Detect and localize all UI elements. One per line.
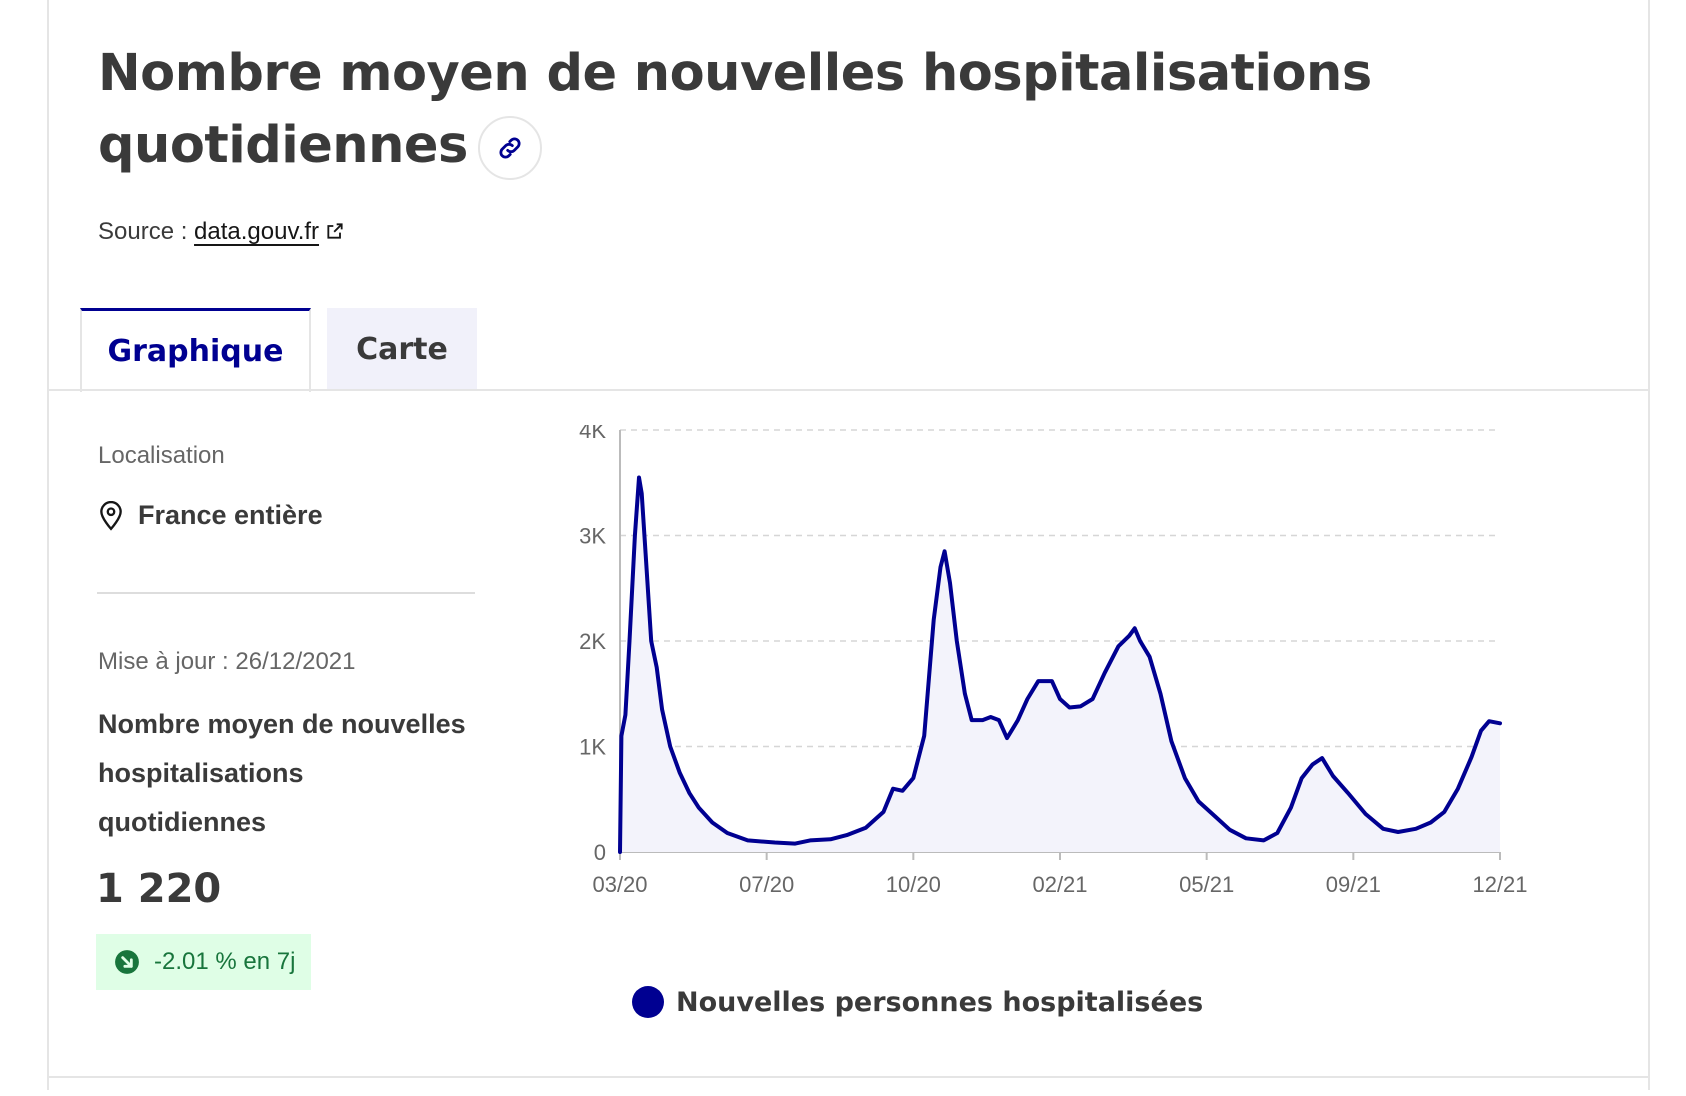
tab-carte-label: Carte (356, 331, 448, 367)
x-tick-label: 07/20 (739, 872, 794, 897)
chart-legend: Nouvelles personnes hospitalisées (632, 986, 1203, 1018)
source-link[interactable]: data.gouv.fr (194, 218, 345, 245)
tabs-divider (47, 389, 1650, 391)
copy-link-button[interactable] (478, 116, 542, 180)
kpi-value: 1 220 (96, 866, 222, 912)
source-line: Source : data.gouv.fr (98, 218, 345, 246)
x-tick-label: 05/21 (1179, 872, 1234, 897)
external-link-icon (327, 223, 343, 239)
card-bottom-border (47, 1076, 1650, 1078)
x-tick-label: 09/21 (1326, 872, 1381, 897)
series-area (620, 477, 1500, 852)
legend-label: Nouvelles personnes hospitalisées (676, 986, 1204, 1018)
indicator-card (47, 0, 1650, 1090)
sidebar-divider (97, 592, 475, 594)
arrow-down-right-icon (115, 950, 139, 974)
y-tick-label: 1K (579, 735, 606, 760)
page-title: Nombre moyen de nouvelles hospitalisatio… (98, 38, 1398, 182)
x-tick-label: 10/20 (886, 872, 941, 897)
y-tick-label: 0 (594, 840, 606, 865)
location-selector[interactable]: France entière (98, 500, 323, 531)
legend-swatch (632, 986, 664, 1018)
map-pin-icon (100, 500, 122, 531)
tab-graphique[interactable]: Graphique (80, 308, 311, 392)
tab-carte[interactable]: Carte (327, 308, 477, 390)
series-line (618, 475, 1502, 854)
hospitalisations-chart: 0 1K 2K 3K 4K 03/20 07/20 10/20 02/21 05/21 09/21 1… (579, 425, 1527, 897)
tab-graphique-label: Graphique (107, 334, 284, 369)
location-label: Localisation (98, 442, 225, 469)
location-value: France entière (138, 500, 323, 530)
x-tick-label: 02/21 (1032, 872, 1087, 897)
kpi-title: Nombre moyen de nouvelles hospitalisatio… (98, 709, 466, 837)
source-prefix: Source : (98, 218, 195, 245)
page-title-text: Nombre moyen de nouvelles hospitalisatio… (98, 44, 1372, 175)
trend-text: -2.01 % en 7j (154, 948, 296, 975)
x-tick-label: 03/20 (592, 872, 647, 897)
x-tick-label: 12/21 (1472, 872, 1527, 897)
y-tick-label: 4K (579, 425, 606, 443)
trend-badge: -2.01 % en 7j (96, 934, 311, 990)
y-tick-label: 2K (579, 629, 606, 654)
y-tick-label: 3K (579, 524, 606, 549)
source-link-text: data.gouv.fr (194, 218, 320, 245)
update-date: Mise à jour : 26/12/2021 (98, 648, 356, 675)
link-icon (499, 137, 521, 159)
